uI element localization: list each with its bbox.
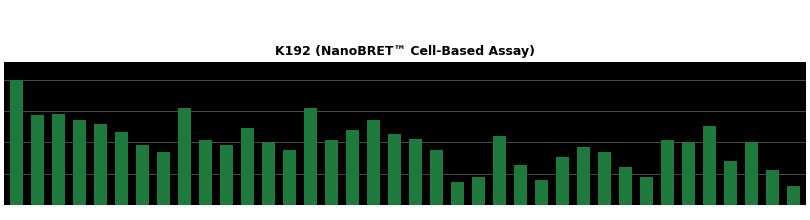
Bar <box>681 142 695 205</box>
Bar <box>702 126 716 205</box>
Bar <box>73 120 87 205</box>
Bar <box>31 115 45 205</box>
Bar <box>744 142 758 205</box>
Bar <box>136 145 149 205</box>
Bar <box>492 136 506 205</box>
Bar <box>198 140 212 205</box>
Bar <box>115 132 129 205</box>
Bar <box>640 177 653 205</box>
Bar <box>723 161 737 205</box>
Bar <box>241 128 254 205</box>
Bar <box>346 130 360 205</box>
Bar <box>157 152 170 205</box>
Title: K192 (NanoBRET™ Cell-Based Assay): K192 (NanoBRET™ Cell-Based Assay) <box>275 45 535 58</box>
Bar <box>471 177 485 205</box>
Bar <box>262 142 275 205</box>
Bar <box>283 150 296 205</box>
Bar <box>52 114 66 205</box>
Bar <box>388 134 401 205</box>
Bar <box>577 147 590 205</box>
Bar <box>220 145 233 205</box>
Bar <box>787 186 800 205</box>
Bar <box>177 108 191 205</box>
Bar <box>429 150 443 205</box>
Bar <box>409 139 422 205</box>
Bar <box>765 170 779 205</box>
Bar <box>556 157 569 205</box>
Bar <box>619 167 633 205</box>
Bar <box>450 182 464 205</box>
Bar <box>661 140 674 205</box>
Bar <box>94 124 108 205</box>
Bar <box>598 152 612 205</box>
Bar <box>535 180 548 205</box>
Bar <box>325 140 339 205</box>
Bar <box>304 108 318 205</box>
Bar <box>514 165 527 205</box>
Bar <box>10 80 23 205</box>
Bar <box>367 120 381 205</box>
